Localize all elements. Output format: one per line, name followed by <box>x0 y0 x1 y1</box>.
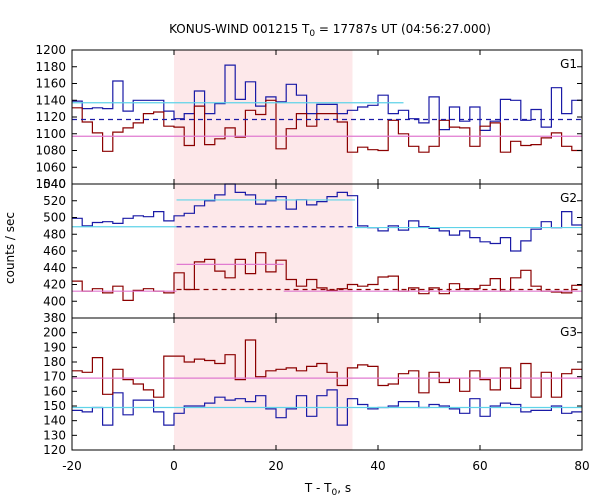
y-tick-label: 480 <box>43 227 66 241</box>
y-tick-label: 520 <box>43 194 66 208</box>
x-tick-label: 40 <box>370 459 385 473</box>
chart-title: KONUS-WIND 001215 T0 = 17787s UT (04:56:… <box>169 22 491 39</box>
y-tick-label: 1120 <box>35 110 66 124</box>
x-tick-label: 80 <box>574 459 589 473</box>
y-tick-label: 120 <box>43 443 66 457</box>
panel-frame <box>71 317 583 451</box>
y-tick-label: 1180 <box>35 60 66 74</box>
x-axis-label: T - T0, s <box>304 481 351 498</box>
x-tick-label: -20 <box>62 459 82 473</box>
series-blue-g3 <box>72 389 582 426</box>
y-tick-label: 1100 <box>35 127 66 141</box>
x-tick-label: 20 <box>268 459 283 473</box>
panel-g1: 1040 1060 1080 1100 1120 1140 1160 1180 1200 G1 <box>35 43 583 191</box>
panel-label: G1 <box>560 57 577 71</box>
panel-label: G3 <box>560 325 577 339</box>
y-tick-label: 150 <box>43 399 66 413</box>
y-tick-label: 1040 <box>35 177 66 191</box>
y-tick-label: 380 <box>43 311 66 325</box>
y-tick-label: 460 <box>43 244 66 258</box>
y-tick-label: 1200 <box>35 43 66 57</box>
y-tick-label: 160 <box>43 384 66 398</box>
y-tick-label: 1060 <box>35 160 66 174</box>
shade-interval <box>174 50 353 450</box>
y-tick-label: 200 <box>43 326 66 340</box>
y-tick-label: 440 <box>43 261 66 275</box>
y-tick-label: 1140 <box>35 93 66 107</box>
y-tick-label: 540 <box>43 177 66 191</box>
y-tick-label: 1080 <box>35 144 66 158</box>
y-tick-label: 130 <box>43 428 66 442</box>
series-blue-g1 <box>72 64 582 131</box>
series-blue-g2 <box>72 183 582 252</box>
x-tick-label: 60 <box>472 459 487 473</box>
panel-label: G2 <box>560 191 577 205</box>
y-tick-label: 180 <box>43 355 66 369</box>
y-tick-label: 420 <box>43 278 66 292</box>
x-tick-label: 0 <box>170 459 178 473</box>
y-tick-label: 140 <box>43 414 66 428</box>
series-red-g3 <box>72 339 582 398</box>
series-red-g1 <box>72 99 582 153</box>
plot-area: 104010601080110011201140116011801200G138… <box>35 43 589 473</box>
y-tick-label: 190 <box>43 340 66 354</box>
y-tick-label: 170 <box>43 370 66 384</box>
y-axis-label: counts / sec <box>3 212 17 284</box>
y-tick-label: 500 <box>43 211 66 225</box>
y-tick-label: 1160 <box>35 77 66 91</box>
y-tick-label: 400 <box>43 294 66 308</box>
